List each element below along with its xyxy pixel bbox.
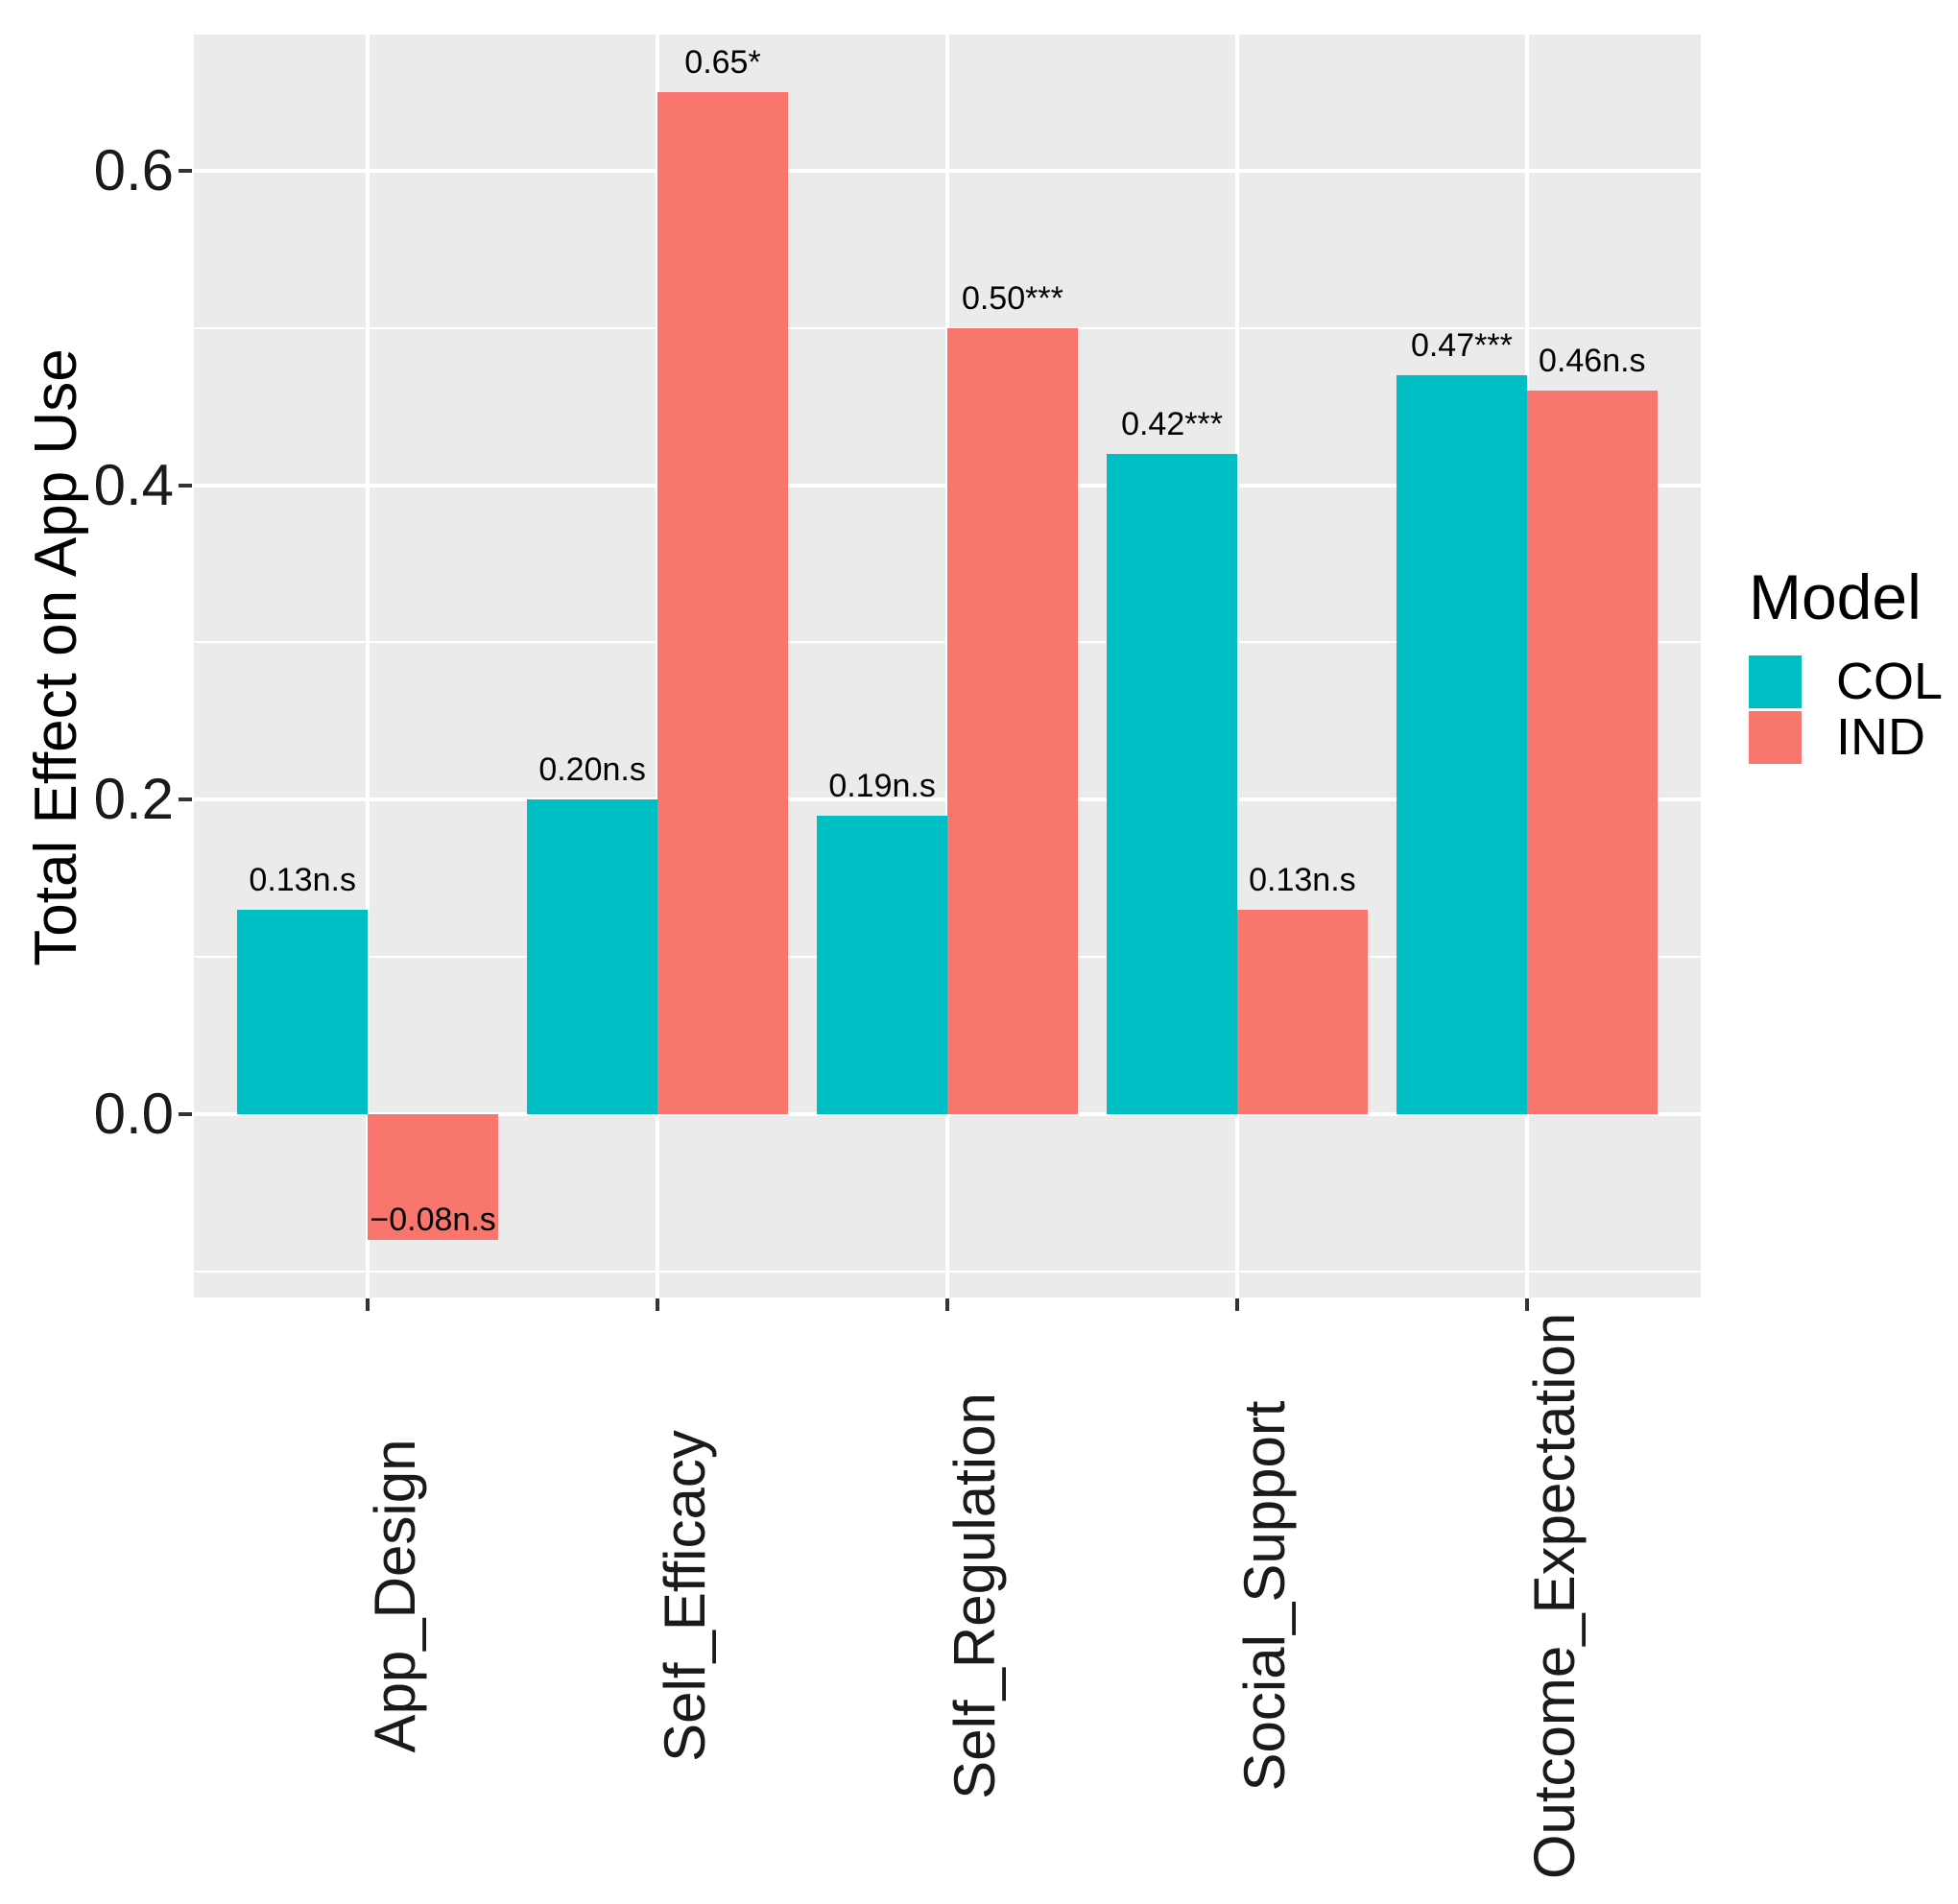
bar-label-col-app-design: 0.13n.s [249,862,356,898]
x-tick-label-social-support: Social_Support [1232,1400,1297,1792]
x-tick-self-efficacy [656,1298,659,1311]
bar-label-col-self-efficacy: 0.20n.s [538,751,646,789]
bar-label-ind-outcome-expectation: 0.46n.s [1539,343,1646,380]
bar-ind-app-design [368,1114,499,1241]
gridline-x-app-design [366,35,370,1297]
x-tick-app-design [366,1298,370,1311]
y-tick-label-0.2: 0.2 [93,767,174,831]
bar-ind-self-regulation [947,327,1078,1114]
x-tick-social-support [1235,1298,1239,1311]
legend-swatch-col [1749,654,1802,708]
bar-label-ind-self-efficacy: 0.65* [684,43,761,81]
x-tick-label-app-design: App_Design [363,1439,427,1753]
y-tick-0.2 [179,797,192,801]
bar-col-self-efficacy [527,799,658,1115]
x-tick-outcome-expectation [1525,1298,1529,1311]
bar-col-outcome-expectation [1397,374,1527,1115]
bar-label-col-social-support: 0.42*** [1121,405,1223,442]
bar-label-ind-social-support: 0.13n.s [1249,862,1356,898]
y-tick-0.6 [179,169,192,173]
legend-entries: COL IND [1749,654,1958,764]
bar-label-ind-app-design: −0.08n.s [370,1202,496,1239]
bar-col-self-regulation [817,815,947,1115]
legend: Model COL IND [1749,560,1958,766]
bar-label-col-outcome-expectation: 0.47*** [1410,326,1513,364]
y-tick-0.0 [179,1112,192,1116]
x-tick-self-regulation [945,1298,949,1311]
legend-swatch-ind [1749,710,1802,764]
y-tick-label-0.0: 0.0 [93,1082,174,1146]
x-tick-label-outcome-expectation: Outcome_Expectation [1522,1312,1587,1880]
legend-entry-col: COL [1749,654,1958,708]
bar-col-social-support [1107,453,1237,1115]
y-axis-title: Total Effect on App Use [23,348,89,966]
bar-ind-outcome-expectation [1526,391,1658,1115]
y-tick-label-0.4: 0.4 [93,453,174,517]
bar-col-app-design [237,910,369,1115]
gridline-x-social-support [1235,35,1239,1297]
y-tick-label-0.6: 0.6 [93,138,174,202]
legend-entry-ind: IND [1749,710,1958,764]
legend-label-col: COL [1836,653,1944,710]
bar-ind-self-efficacy [657,91,788,1115]
x-tick-label-self-regulation: Self_Regulation [943,1392,1007,1799]
bar-label-col-self-regulation: 0.19n.s [828,767,936,804]
gridline-x-self-efficacy [656,35,659,1297]
legend-title: Model [1749,561,1922,632]
legend-label-ind: IND [1836,708,1925,766]
x-tick-label-self-efficacy: Self_Efficacy [653,1430,717,1762]
y-tick-0.4 [179,484,192,488]
bar-ind-social-support [1236,910,1368,1115]
bar-label-ind-self-regulation: 0.50*** [961,279,1063,317]
